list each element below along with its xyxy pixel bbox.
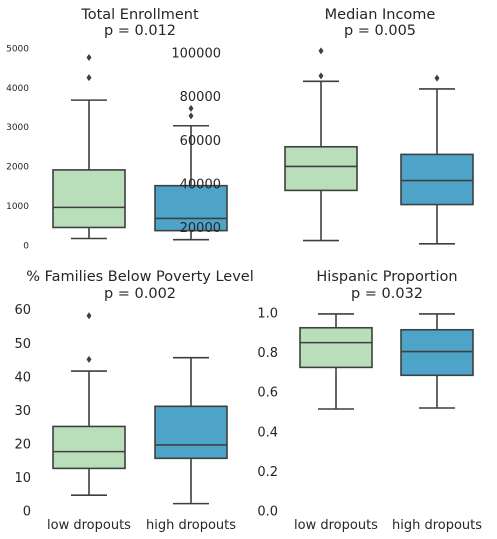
panel-subtitle: p = 0.002 [104,286,176,302]
y-tick-label: 0 [23,505,31,520]
y-tick-label: 40 [14,370,31,385]
panel-subtitle: p = 0.012 [104,23,176,39]
y-tick-label: 2000 [6,163,29,173]
outlier-point [86,355,92,363]
y-tick-label: 3000 [6,123,29,133]
x-tick-label: low dropouts [47,518,131,533]
outlier-point [86,312,92,320]
panel-families-below-poverty: % Families Below Poverty Level p = 0.002… [14,269,253,533]
y-tick-label: 50 [14,337,31,352]
panel-total-enrollment: Total Enrollment p = 0.012 0 1000 2000 3000… [6,7,228,252]
panel-subtitle: p = 0.032 [351,286,423,302]
y-tick-label: 0.6 [257,386,278,401]
outlier-point [86,74,92,82]
y-tick-label: 40000 [180,177,221,192]
iqr-box [154,184,228,232]
y-tick-label: 30 [14,404,31,419]
y-tick-label: 10 [14,471,31,486]
outlier-point [434,74,440,82]
box-low-dropouts [299,313,373,410]
y-tick-label: 1.0 [257,306,278,321]
iqr-box [284,145,358,192]
outlier-point [318,47,324,55]
panel-title: Hispanic Proportion [316,269,457,285]
y-tick-label: 100000 [171,47,221,62]
box-high-dropouts [400,313,474,409]
panel-title: % Families Below Poverty Level [26,269,254,285]
y-tick-label: 0.4 [257,425,278,440]
box-low-dropouts [284,47,358,242]
iqr-box [400,153,474,206]
panel-title: Total Enrollment [80,7,199,23]
iqr-box [52,169,126,229]
outlier-point [86,54,92,62]
y-tick-label: 20000 [180,221,221,236]
x-tick-label: low dropouts [294,518,378,533]
outlier-point [188,104,194,112]
y-tick-label: 60000 [180,134,221,149]
x-tick-label: high dropouts [392,518,482,533]
outlier-point [318,72,324,80]
box-low-dropouts [52,54,126,240]
y-tick-label: 4000 [6,84,29,94]
y-tick-label: 0.8 [257,346,278,361]
box-high-dropouts [400,74,474,245]
y-tick-label: 0.0 [257,505,278,520]
panel-median-income: Median Income p = 0.005 20000 40000 60000 8… [171,7,474,245]
y-tick-label: 5000 [6,44,29,54]
panel-hispanic-proportion: Hispanic Proportion p = 0.032 0.0 0.2 0.4 0… [257,269,482,533]
iqr-box [154,405,228,460]
y-tick-label: 0.2 [257,465,278,480]
y-tick-label: 0 [23,242,29,252]
x-tick-label: high dropouts [146,518,236,533]
panel-title: Median Income [325,7,436,23]
outlier-point [188,112,194,120]
iqr-box [299,326,373,369]
iqr-box [400,328,474,377]
y-tick-label: 60 [14,303,31,318]
y-tick-label: 1000 [6,202,29,212]
panel-subtitle: p = 0.005 [344,23,416,39]
box-high-dropouts [154,104,228,241]
y-tick-label: 80000 [180,90,221,105]
iqr-box [52,425,126,470]
box-high-dropouts [154,356,228,505]
box-low-dropouts [52,312,126,497]
y-tick-label: 20 [14,437,31,452]
